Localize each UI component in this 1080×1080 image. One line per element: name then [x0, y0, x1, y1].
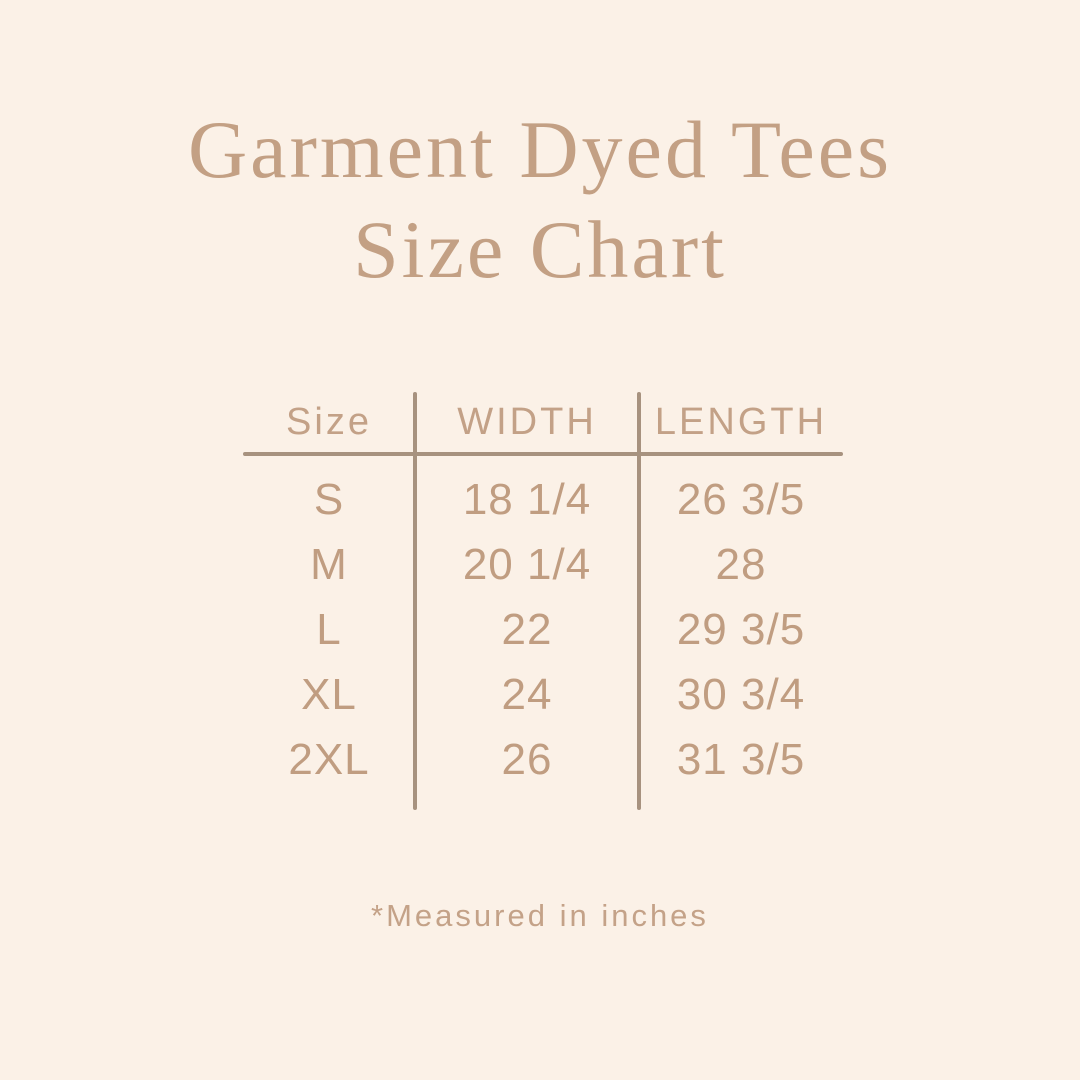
- column-header-length: LENGTH: [654, 401, 828, 443]
- title-line-2: Size Chart: [353, 204, 727, 295]
- spacer: [415, 453, 639, 467]
- table-cell-length-l: 29 3/5: [676, 604, 806, 654]
- table-cell-size-s: S: [313, 474, 345, 524]
- spacer: [639, 453, 843, 467]
- spacer: [243, 453, 415, 467]
- column-header-width: WIDTH: [457, 401, 597, 443]
- table-cell-width-xl: 24: [501, 669, 553, 719]
- table-cell-length-m: 28: [715, 539, 767, 589]
- column-divider-2: [637, 392, 641, 810]
- table-cell-width-s: 18 1/4: [462, 474, 592, 524]
- table-cell-length-xl: 30 3/4: [676, 669, 806, 719]
- title-line-1: Garment Dyed Tees: [187, 104, 893, 195]
- page-title: Garment Dyed Tees Size Chart: [0, 100, 1080, 300]
- table-cell-size-m: M: [310, 539, 348, 589]
- table-cell-width-l: 22: [501, 604, 553, 654]
- measurement-footnote: *Measured in inches: [371, 898, 709, 933]
- size-table: Size WIDTH LENGTH S 18 1/4 26 3/5 M 20 1…: [243, 392, 843, 810]
- table-cell-size-2xl: 2XL: [288, 734, 370, 784]
- header-divider: [243, 452, 843, 456]
- table-cell-width-m: 20 1/4: [462, 539, 592, 589]
- table-cell-length-2xl: 31 3/5: [676, 734, 806, 784]
- column-header-size: Size: [286, 401, 372, 443]
- table-cell-size-l: L: [316, 604, 342, 654]
- table-cell-length-s: 26 3/5: [676, 474, 806, 524]
- table-cell-size-xl: XL: [301, 669, 357, 719]
- column-divider-1: [413, 392, 417, 810]
- table-cell-width-2xl: 26: [501, 734, 553, 784]
